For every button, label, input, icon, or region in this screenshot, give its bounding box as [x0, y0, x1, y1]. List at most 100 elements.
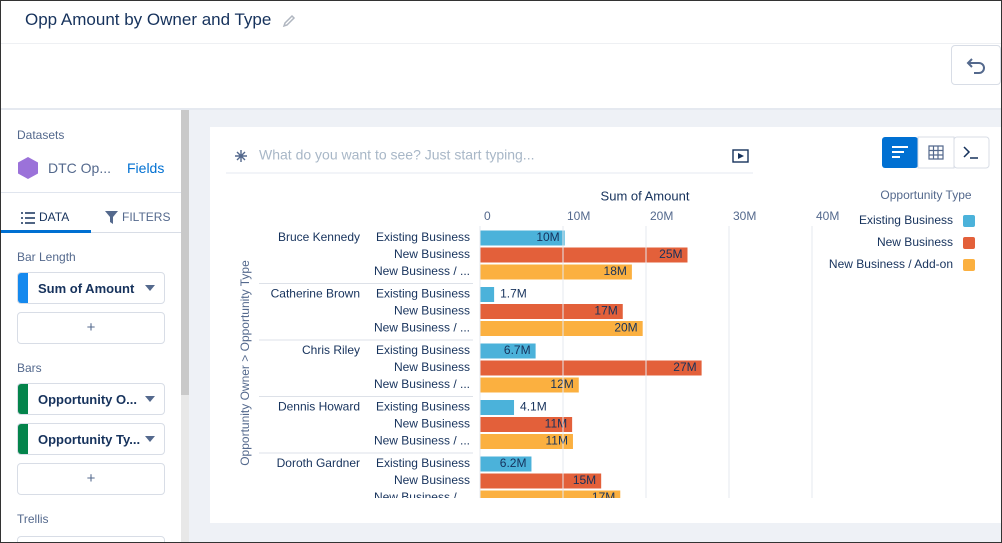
- toolbar: [1, 44, 1001, 110]
- field-pill[interactable]: Sum of Amount: [17, 272, 165, 304]
- table-view-icon: [928, 145, 944, 160]
- value-label: 10M: [536, 230, 559, 244]
- active-tab-indicator: [1, 230, 91, 233]
- add-button[interactable]: +: [17, 312, 165, 344]
- x-tick-label: 0: [484, 209, 491, 223]
- dataset-icon: [18, 157, 38, 179]
- bar: [480, 304, 623, 319]
- bar: [480, 490, 621, 498]
- owner-label: Dennis Howard: [278, 400, 360, 414]
- chart-view-icon: [892, 146, 908, 158]
- type-label: Existing Business: [376, 343, 470, 357]
- list-icon: [21, 212, 35, 224]
- edit-icon[interactable]: [281, 13, 297, 29]
- type-label: New Business: [394, 473, 470, 487]
- sidebar: Datasets DTC Op... Fields DATA FILTERS B…: [1, 110, 181, 542]
- field-name: Opportunity Ty...: [38, 432, 141, 447]
- value-label: 17M: [592, 490, 615, 504]
- type-label: New Business / ...: [374, 434, 470, 448]
- value-label: 15M: [573, 473, 596, 487]
- undo-button[interactable]: [951, 45, 1001, 85]
- divider: [1, 192, 181, 193]
- scrollbar-thumb[interactable]: [181, 110, 189, 395]
- fields-link[interactable]: Fields: [127, 160, 165, 176]
- value-label: 27M: [673, 360, 696, 374]
- query-view-button[interactable]: [953, 136, 990, 169]
- bar: [480, 400, 515, 415]
- value-label: 1.7M: [500, 287, 527, 301]
- section-label: Datasets: [17, 128, 65, 142]
- header: Opp Amount by Owner and Type: [1, 1, 1001, 44]
- type-label: New Business / ...: [374, 377, 470, 391]
- bar: [480, 434, 573, 449]
- bar: [480, 456, 532, 472]
- legend-label: New Business: [877, 235, 953, 249]
- chart: What do you want to see? Just start typi…: [226, 136, 990, 504]
- value-label: 11M: [546, 434, 568, 448]
- field-pill[interactable]: Opportunity O...: [17, 383, 165, 415]
- value-label: 4.1M: [520, 400, 547, 414]
- legend-label: Existing Business: [859, 213, 953, 227]
- tab-data[interactable]: DATA: [39, 210, 70, 224]
- tab-filters[interactable]: FILTERS: [122, 210, 171, 224]
- bar: [480, 230, 565, 246]
- type-label: Existing Business: [376, 400, 470, 414]
- legend-title: Opportunity Type: [880, 188, 971, 202]
- field-name: Opportunity O...: [38, 392, 137, 407]
- bar: [480, 377, 579, 393]
- run-icon: [738, 153, 744, 159]
- add-button[interactable]: +: [17, 463, 165, 495]
- value-label: 6.7M: [504, 343, 531, 357]
- table-view-button[interactable]: [917, 136, 955, 169]
- type-label: New Business / ...: [374, 321, 470, 335]
- type-label: Existing Business: [376, 230, 470, 244]
- filter-icon: [105, 211, 118, 224]
- bar: [480, 417, 573, 432]
- search-input[interactable]: What do you want to see? Just start typi…: [259, 147, 534, 163]
- y-axis-title: Opportunity Owner > Opportunity Type: [238, 260, 252, 466]
- section-label: Bars: [17, 361, 42, 375]
- bar: [480, 264, 632, 280]
- type-label: New Business / ...: [374, 490, 470, 504]
- bar: [480, 343, 536, 359]
- x-tick-label: 30M: [733, 209, 756, 223]
- dataset-name[interactable]: DTC Op...: [48, 160, 112, 176]
- search-icon: [235, 150, 247, 162]
- value-label: 11M: [545, 417, 567, 431]
- divider: [1, 232, 181, 233]
- page-title: Opp Amount by Owner and Type: [25, 10, 272, 29]
- type-label: Existing Business: [376, 287, 470, 301]
- x-tick-label: 10M: [567, 209, 590, 223]
- bar: [480, 287, 495, 302]
- run-button[interactable]: [732, 149, 749, 163]
- query-view-icon: [963, 146, 978, 159]
- field-name: Sum of Amount: [38, 281, 135, 296]
- type-label: New Business: [394, 247, 470, 261]
- bar: [480, 247, 688, 263]
- bar: [480, 473, 602, 489]
- type-label: New Business: [394, 304, 470, 318]
- legend-swatch: [963, 215, 975, 227]
- x-axis-title: Sum of Amount: [601, 188, 690, 203]
- value-label: 18M: [604, 264, 627, 278]
- legend-swatch: [963, 259, 975, 271]
- legend-swatch: [963, 237, 975, 249]
- legend-label: New Business / Add-on: [829, 257, 953, 271]
- owner-label: Chris Riley: [302, 343, 360, 357]
- field-pill[interactable]: Opportunity Ty...: [17, 423, 165, 455]
- section-label: Trellis: [17, 512, 49, 526]
- section-label: Bar Length: [17, 250, 76, 264]
- x-tick-label: 20M: [650, 209, 673, 223]
- owner-label: Bruce Kennedy: [278, 230, 360, 244]
- type-label: Existing Business: [376, 456, 470, 470]
- type-label: New Business / ...: [374, 264, 470, 278]
- value-label: 25M: [659, 247, 682, 261]
- owner-label: Catherine Brown: [271, 287, 360, 301]
- trellis-drop[interactable]: [17, 536, 165, 542]
- x-tick-label: 40M: [816, 209, 839, 223]
- value-label: 17M: [594, 304, 617, 318]
- owner-label: Doroth Gardner: [277, 456, 360, 470]
- bar: [480, 321, 643, 336]
- value-label: 6.2M: [500, 456, 527, 470]
